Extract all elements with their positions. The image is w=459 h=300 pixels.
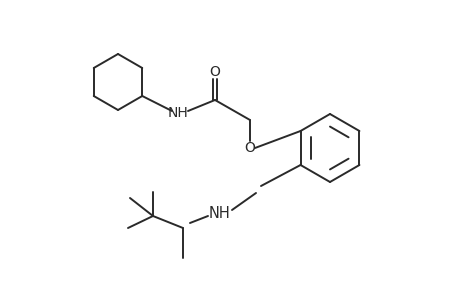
Text: NH: NH (167, 106, 188, 120)
Text: O: O (209, 65, 220, 79)
Text: O: O (244, 141, 255, 155)
Text: NH: NH (209, 206, 230, 220)
